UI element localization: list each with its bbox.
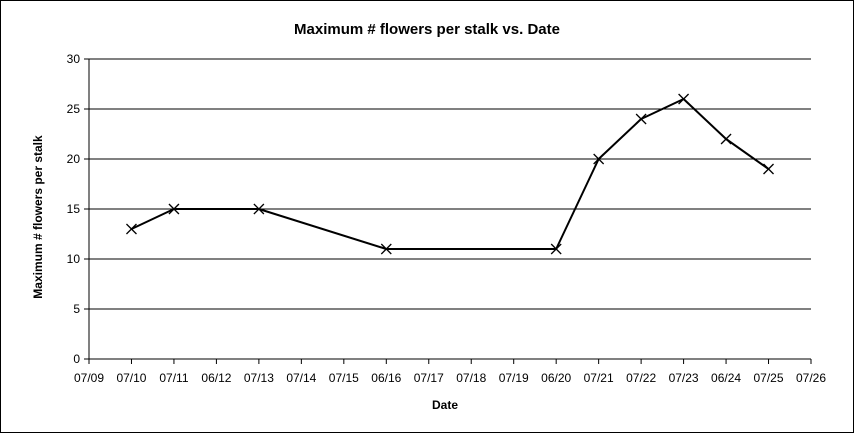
x-tick-label: 06/20 xyxy=(541,371,571,385)
marker-stroke xyxy=(380,243,392,255)
data-point xyxy=(380,243,392,255)
x-tick-label: 07/10 xyxy=(116,371,146,385)
data-point xyxy=(253,203,265,215)
data-point xyxy=(635,113,647,125)
marker-stroke xyxy=(550,243,562,255)
y-tick-label: 0 xyxy=(73,352,80,366)
x-tick-label: 07/09 xyxy=(74,371,104,385)
x-tick-label: 07/23 xyxy=(669,371,699,385)
x-tick-label: 07/14 xyxy=(286,371,316,385)
x-tick-label: 07/15 xyxy=(329,371,359,385)
y-axis-title: Maximum # flowers per stalk xyxy=(31,135,45,299)
x-tick-label: 06/16 xyxy=(371,371,401,385)
x-tick-label: 06/12 xyxy=(201,371,231,385)
marker-stroke xyxy=(253,203,265,215)
y-tick-label: 10 xyxy=(67,252,81,266)
axes xyxy=(84,58,812,364)
x-tick-label: 06/24 xyxy=(711,371,741,385)
marker-stroke xyxy=(678,93,690,105)
series-line xyxy=(131,98,770,250)
chart-title: Maximum # flowers per stalk vs. Date xyxy=(294,21,560,38)
marker-stroke xyxy=(593,153,605,165)
series-line-0 xyxy=(131,98,770,250)
y-tick-label: 20 xyxy=(67,152,81,166)
data-point xyxy=(678,93,690,105)
x-tick-label: 07/26 xyxy=(796,371,826,385)
data-point xyxy=(593,153,605,165)
data-markers xyxy=(126,93,774,255)
marker-stroke xyxy=(763,163,774,175)
marker-stroke xyxy=(635,113,647,125)
data-point xyxy=(720,133,732,145)
marker-stroke xyxy=(126,223,137,235)
x-tick-label: 07/17 xyxy=(414,371,444,385)
x-axis-title: Date xyxy=(432,398,458,412)
data-point xyxy=(550,243,562,255)
x-tick-label: 07/13 xyxy=(244,371,274,385)
x-tick-label: 07/25 xyxy=(754,371,784,385)
data-point xyxy=(763,163,774,175)
x-tick-label: 07/19 xyxy=(499,371,529,385)
x-tick-label: 07/18 xyxy=(456,371,486,385)
y-tick-label: 30 xyxy=(67,52,81,66)
x-tick-label: 07/22 xyxy=(626,371,656,385)
marker-stroke xyxy=(720,133,732,145)
y-tick-label: 25 xyxy=(67,102,81,116)
data-point xyxy=(168,203,180,215)
y-tick-label: 15 xyxy=(67,202,81,216)
gridlines xyxy=(89,58,811,310)
data-point xyxy=(126,223,137,235)
x-tick-label: 07/11 xyxy=(159,371,188,385)
x-tick-label: 07/21 xyxy=(584,371,614,385)
tick-labels: 0 5 10 15 20 25 30 07/09 07/10 07/11 06/12 07/13 07/… xyxy=(67,52,827,385)
y-tick-label: 5 xyxy=(73,302,80,316)
marker-stroke xyxy=(168,203,180,215)
